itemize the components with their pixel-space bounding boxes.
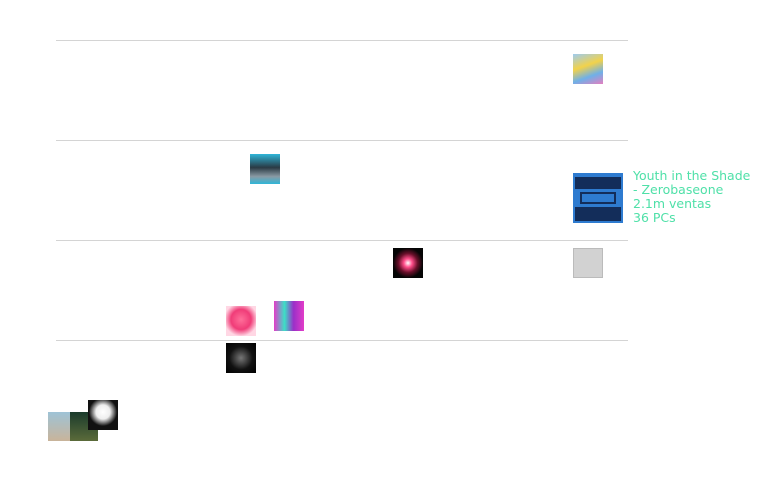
album-cover[interactable]	[573, 248, 603, 278]
tooltip: Youth in the Shade - Zerobaseone 2.1m ve…	[633, 169, 757, 225]
tooltip-pcs: 36 PCs	[633, 210, 676, 225]
album-cover[interactable]	[573, 54, 603, 84]
row-divider	[56, 340, 628, 341]
album-cover[interactable]	[226, 306, 256, 336]
tooltip-sales: 2.1m ventas	[633, 196, 712, 211]
album-cover[interactable]	[48, 412, 72, 441]
tooltip-title: Youth in the Shade - Zerobaseone	[633, 168, 751, 197]
album-cover[interactable]	[88, 400, 118, 430]
album-cover[interactable]	[573, 173, 623, 223]
album-cover[interactable]	[274, 301, 304, 331]
album-cover[interactable]	[250, 154, 280, 184]
cover-art	[573, 173, 623, 223]
row-divider	[56, 240, 628, 241]
row-divider	[56, 40, 628, 41]
album-cover[interactable]	[393, 248, 423, 278]
album-cover[interactable]	[226, 343, 256, 373]
row-divider	[56, 140, 628, 141]
